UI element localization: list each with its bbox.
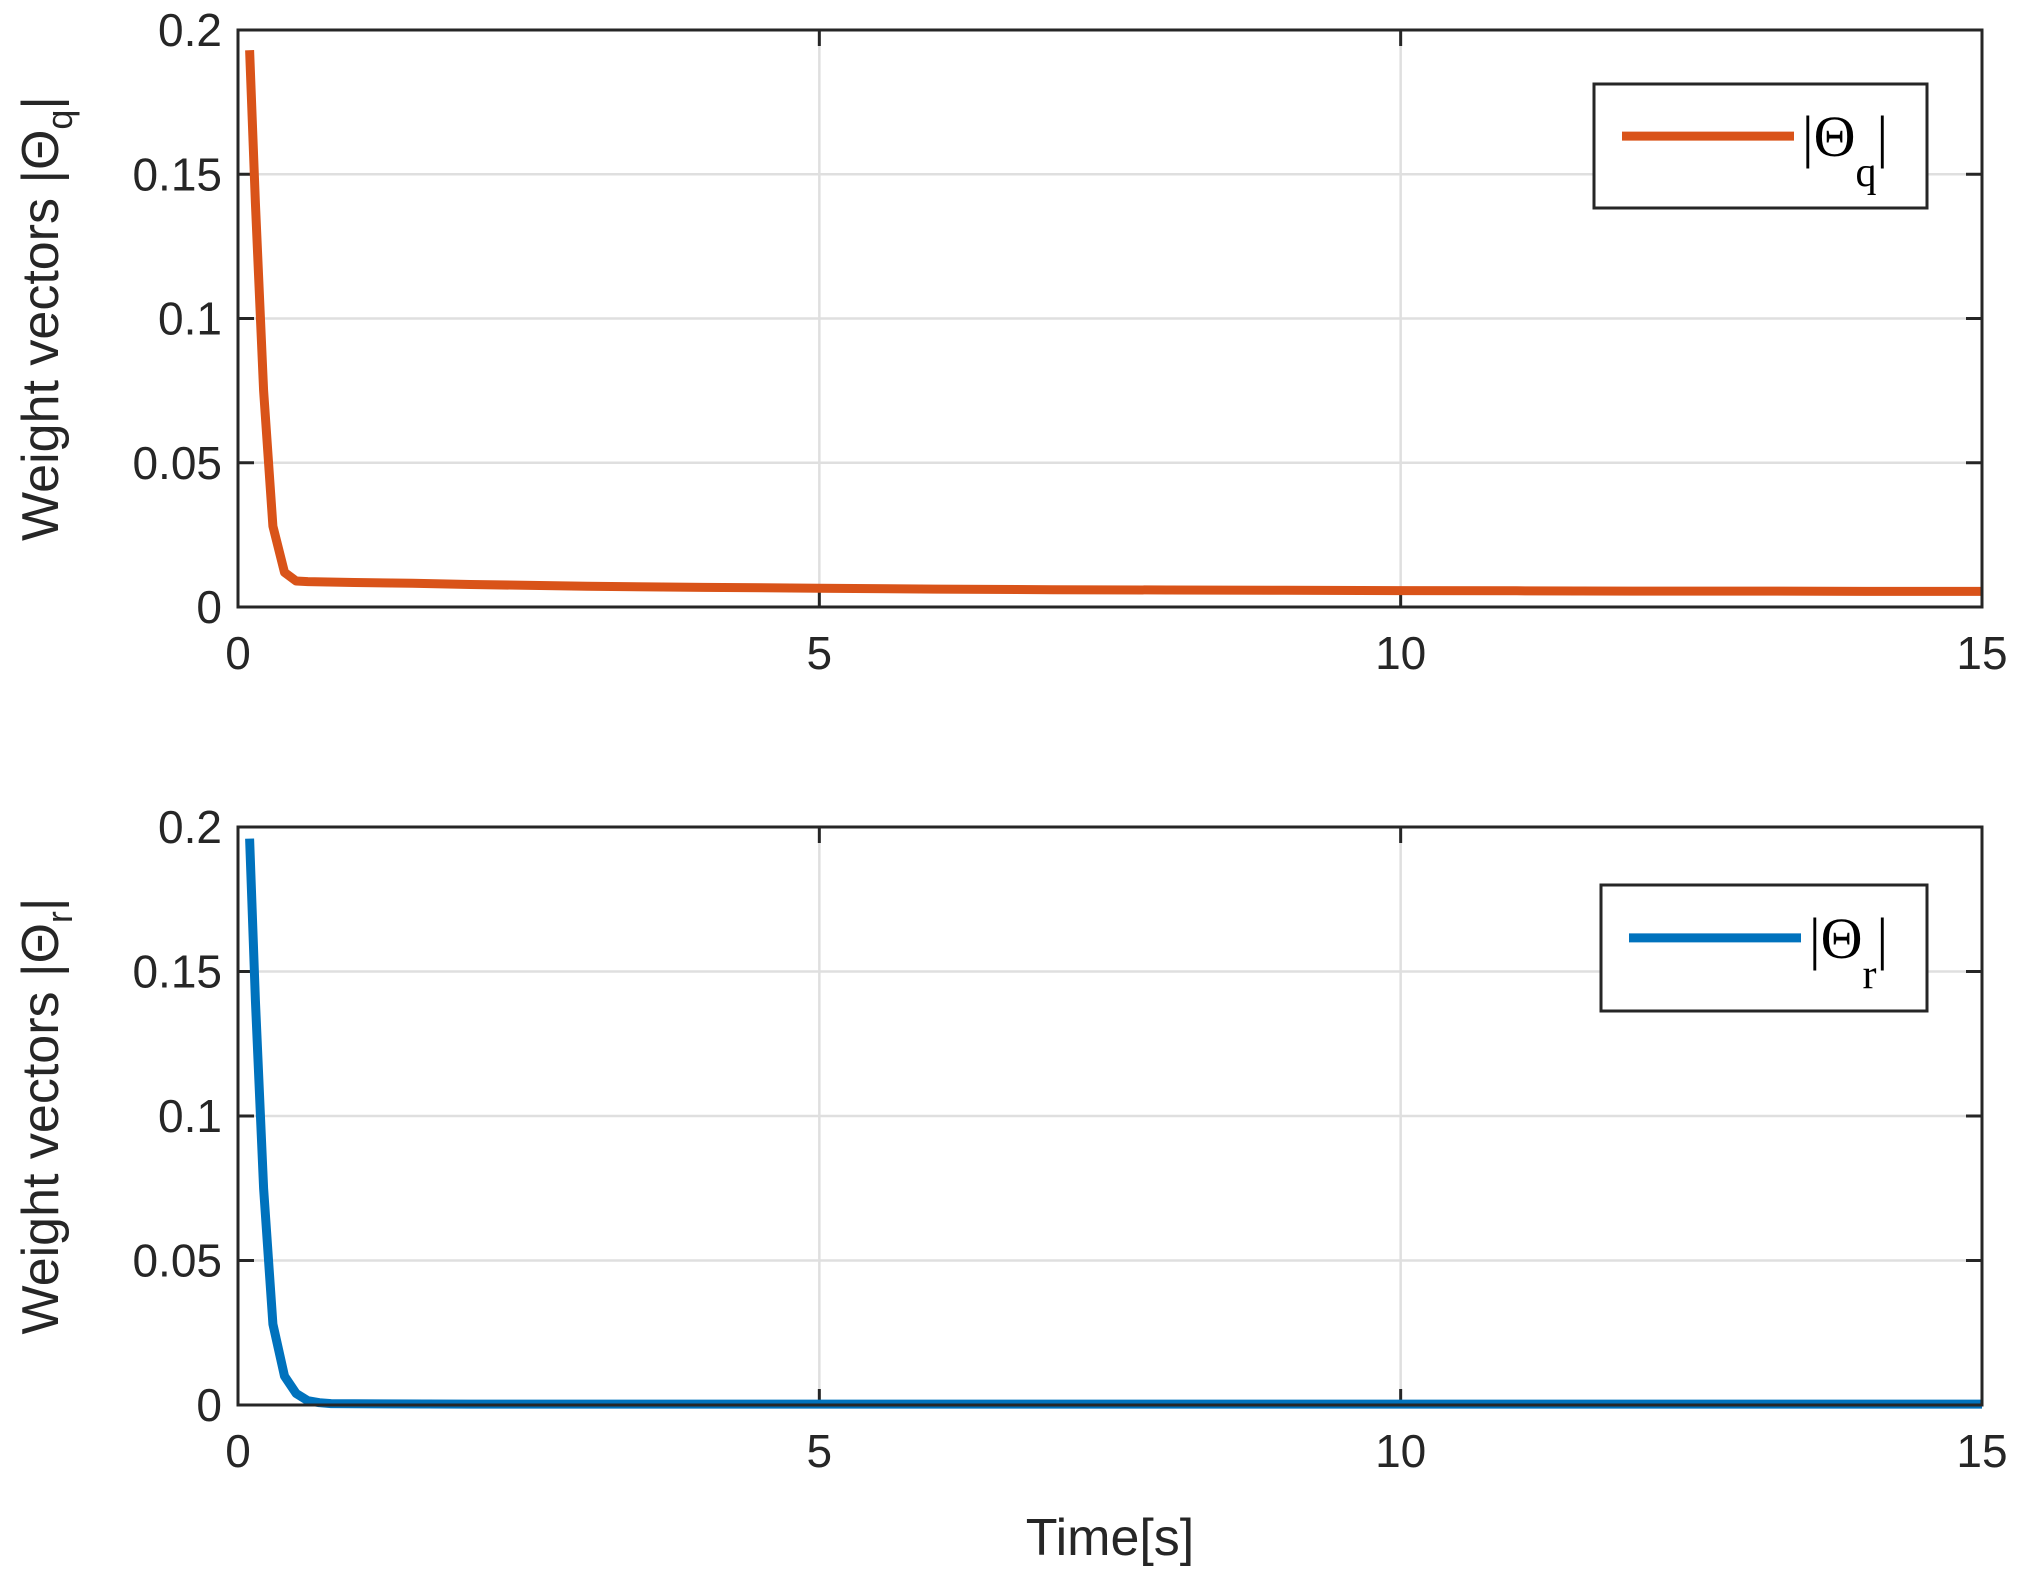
legend-label: |Θq| <box>1802 104 1888 196</box>
y-axis-title-main: Weight vectors |Θ <box>12 923 70 1334</box>
x-axis-title: Time[s] <box>1026 1509 1195 1567</box>
legend-label-end: | <box>1877 104 1889 169</box>
legend-label: |Θr| <box>1809 906 1888 998</box>
x-tick-label: 15 <box>1956 627 2007 679</box>
legend-box <box>1592 82 1929 210</box>
y-tick-label: 0.1 <box>158 1090 222 1142</box>
y-axis-title: Weight vectors |Θr| <box>12 898 80 1335</box>
x-tick-label: 15 <box>1956 1425 2007 1477</box>
legend: |Θq| <box>1592 82 1929 210</box>
y-tick-label: 0.05 <box>132 1235 222 1287</box>
legend-label-main: |Θ <box>1802 104 1856 169</box>
x-tick-label: 5 <box>807 1425 833 1477</box>
legend-label-sub: r <box>1863 952 1877 998</box>
y-tick-label: 0.2 <box>158 4 222 56</box>
y-axis-title-sub: r <box>39 911 80 923</box>
y-tick-label: 0.05 <box>132 437 222 489</box>
legend-label-sub: q <box>1856 150 1877 196</box>
y-axis-title: Weight vectors |Θq| <box>12 96 80 541</box>
y-tick-label: 0.1 <box>158 293 222 345</box>
axes-box <box>236 28 1984 609</box>
y-tick-label: 0 <box>196 581 222 633</box>
legend-label-main: |Θ <box>1809 906 1863 971</box>
y-axis-title-end: | <box>12 96 70 110</box>
legend: |Θr| <box>1599 883 1929 1013</box>
x-tick-label: 10 <box>1375 1425 1426 1477</box>
x-tick-label: 0 <box>225 627 251 679</box>
legend-box <box>1599 883 1929 1013</box>
y-tick-label: 0.2 <box>158 801 222 853</box>
axes-box <box>236 825 1984 1407</box>
y-axis-title-end: | <box>12 898 70 912</box>
y-axis-title-sub: q <box>39 110 80 130</box>
y-axis-title-main: Weight vectors |Θ <box>12 130 70 541</box>
y-tick-label: 0 <box>196 1379 222 1431</box>
x-tick-label: 0 <box>225 1425 251 1477</box>
x-tick-label: 10 <box>1375 627 1426 679</box>
x-tick-label: 5 <box>807 627 833 679</box>
y-tick-label: 0.15 <box>132 946 222 998</box>
legend-label-end: | <box>1877 906 1889 971</box>
series-line-1 <box>245 50 1982 596</box>
y-tick-label: 0.15 <box>132 148 222 200</box>
